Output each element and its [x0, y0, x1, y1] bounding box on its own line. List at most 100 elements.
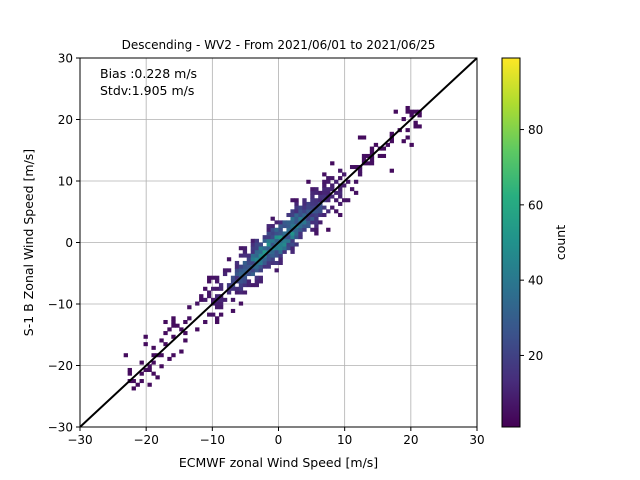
- heatmap-cell: [302, 201, 307, 206]
- heatmap-cell: [246, 279, 252, 284]
- heatmap-cell: [290, 212, 295, 218]
- heatmap-cell: [274, 268, 279, 273]
- heatmap-cell: [274, 246, 279, 251]
- heatmap-cell: [218, 312, 224, 317]
- heatmap-cell: [401, 117, 406, 122]
- heatmap-cell: [187, 305, 192, 310]
- heatmap-cell: [310, 190, 315, 195]
- x-tick-label: 0: [275, 433, 283, 447]
- heatmap-cell: [207, 290, 212, 295]
- heatmap-cell: [167, 327, 172, 332]
- heatmap-cell: [266, 238, 271, 243]
- heatmap-cell: [298, 216, 303, 221]
- heatmap-cell: [274, 227, 279, 232]
- y-axis-label: S-1 B Zonal Wind Speed [m/s]: [21, 149, 36, 336]
- heatmap-cell: [290, 224, 295, 229]
- heatmap-cell: [330, 176, 335, 181]
- heatmap-cell: [306, 220, 311, 225]
- heatmap-cell: [250, 272, 256, 277]
- heatmap-cell: [139, 360, 144, 365]
- heatmap-cell: [338, 190, 343, 195]
- heatmap-cell: [222, 268, 228, 273]
- x-tick-label: −20: [134, 433, 159, 447]
- heatmap-cell: [211, 312, 216, 317]
- heatmap-cell: [314, 187, 319, 192]
- x-axis-ticks: −30 −20 −10 0 10 20 30: [67, 427, 485, 447]
- heatmap-cell: [246, 264, 252, 269]
- heatmap-cell: [131, 379, 136, 384]
- heatmap-cell: [254, 257, 259, 262]
- heatmap-cell: [314, 227, 319, 232]
- heatmap-cell: [238, 264, 244, 269]
- heatmap-cell: [326, 187, 331, 192]
- heatmap-cell: [274, 220, 279, 225]
- colorbar-tick-label: 20: [528, 349, 543, 363]
- heatmap-cell: [298, 212, 303, 218]
- heatmap-cell: [234, 286, 240, 291]
- heatmap-cell: [409, 142, 414, 147]
- heatmap-cell: [246, 272, 252, 277]
- heatmap-cell: [258, 249, 263, 254]
- heatmap-cell: [230, 275, 236, 280]
- heatmap-cell: [254, 264, 259, 269]
- heatmap-cell: [167, 356, 172, 361]
- heatmap-cell: [242, 253, 248, 258]
- heatmap-cell: [278, 227, 283, 232]
- heatmap-cell: [302, 224, 307, 229]
- heatmap-cell: [298, 235, 303, 240]
- heatmap-cell: [342, 183, 347, 188]
- heatmap-cell: [183, 338, 188, 343]
- heatmap-cell: [258, 279, 263, 284]
- bias-annotation: Bias :0.228 m/s: [100, 66, 197, 81]
- heatmap-cell: [250, 268, 256, 273]
- heatmap-cell: [238, 246, 244, 251]
- heatmap-cell: [290, 249, 295, 254]
- heatmap-cell: [314, 224, 319, 229]
- heatmap-cell: [242, 246, 248, 251]
- heatmap-cell: [385, 142, 391, 147]
- heatmap-cell: [282, 242, 287, 247]
- heatmap-cell: [230, 297, 236, 302]
- heatmap-cell: [369, 150, 375, 155]
- heatmap-cell: [226, 257, 232, 262]
- heatmap-cell: [270, 242, 275, 247]
- heatmap-cell: [306, 179, 311, 184]
- heatmap-cell: [238, 253, 244, 258]
- heatmap-cell: [171, 323, 176, 328]
- x-tick-label: 10: [337, 433, 352, 447]
- heatmap-cell: [290, 238, 295, 243]
- heatmap-cell: [310, 205, 315, 210]
- heatmap-cell: [298, 224, 303, 229]
- heatmap-cell: [262, 260, 267, 265]
- heatmap-cell: [246, 260, 252, 265]
- y-tick-label: 0: [65, 236, 73, 250]
- heatmap-cell: [389, 139, 394, 144]
- heatmap-cell: [242, 290, 248, 295]
- heatmap-cell: [278, 235, 283, 240]
- heatmap-cell: [365, 161, 371, 166]
- heatmap-cell: [338, 194, 343, 199]
- reference-line: [80, 58, 477, 427]
- heatmap-cell: [306, 216, 311, 221]
- heatmap-cell: [171, 353, 176, 358]
- heatmap-cell: [361, 153, 367, 158]
- heatmap-cell: [373, 142, 379, 147]
- heatmap-cell: [294, 201, 299, 206]
- heatmap-cell: [310, 212, 315, 218]
- heatmap-cell: [294, 220, 299, 225]
- heatmap-cell: [342, 198, 347, 203]
- stdv-annotation: Stdv:1.905 m/s: [100, 83, 194, 98]
- heatmap-cell: [282, 246, 287, 251]
- heatmap-cell: [310, 220, 315, 225]
- heatmap-cell: [413, 124, 418, 129]
- heatmap-cell: [302, 209, 307, 214]
- heatmap-cell: [211, 275, 216, 280]
- heatmap-cell: [262, 257, 267, 262]
- heatmap-cell: [417, 124, 422, 129]
- heatmap-cell: [135, 382, 140, 387]
- heatmap-cell: [183, 319, 188, 325]
- heatmap-cell: [262, 238, 267, 243]
- heatmap-cell: [218, 305, 224, 310]
- y-tick-label: 20: [58, 113, 73, 127]
